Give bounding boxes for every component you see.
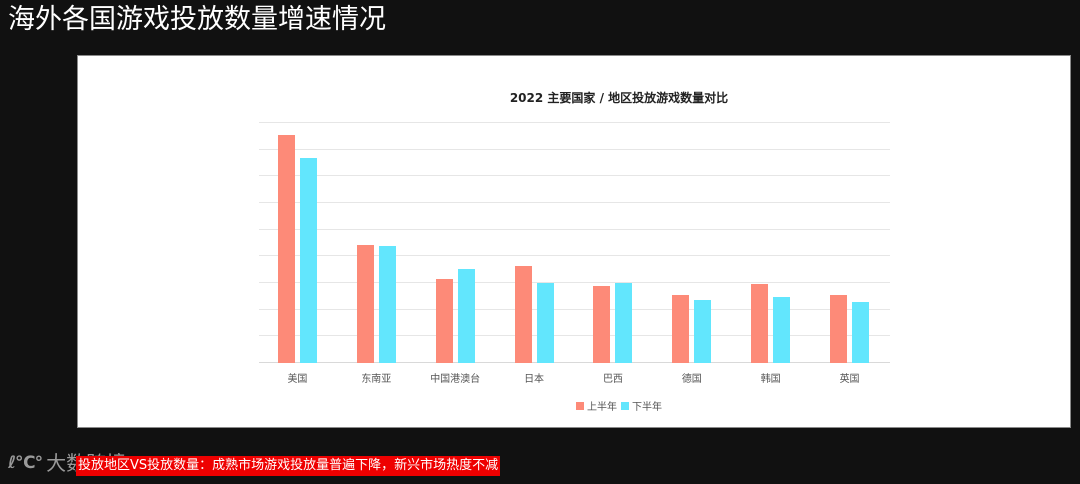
bar-first-half [751, 284, 769, 363]
x-axis-label: 德国 [681, 374, 702, 385]
bar-second-half [378, 246, 396, 363]
x-axis-baseline [259, 362, 890, 363]
gridline [259, 148, 890, 150]
x-axis-label: 日本 [524, 374, 545, 385]
caption-banner: 投放地区VS投放数量：成熟市场游戏投放量普遍下降，新兴市场热度不减 [76, 456, 501, 476]
x-axis-label: 韩国 [760, 374, 781, 385]
x-axis-label: 东南亚 [361, 374, 392, 385]
watermark-logo-icon: ℓ℃° [8, 453, 43, 473]
plot-area [259, 122, 890, 363]
legend-swatch-icon [576, 401, 584, 410]
bar-group [751, 123, 791, 363]
bar-second-half [299, 158, 317, 363]
x-axis-label: 巴西 [602, 374, 623, 385]
x-axis-label: 中国港澳台 [430, 374, 481, 385]
bar-second-half [457, 269, 475, 363]
gridline [259, 228, 890, 230]
slide-title: 海外各国游戏投放数量增速情况 [8, 4, 386, 35]
chart-legend: 上半年 下半年 [78, 398, 1070, 413]
gridline [259, 282, 890, 283]
legend-item[interactable]: 下半年 [621, 398, 662, 413]
bar-group [277, 123, 317, 363]
chart-card: 2022 主要国家 / 地区投放游戏数量对比 美国 东南亚 中国港澳台 日本 巴西 德国 韩… [77, 55, 1071, 428]
x-axis-label: 英国 [839, 374, 860, 385]
legend-swatch-icon [621, 401, 629, 410]
bar-first-half [277, 135, 295, 363]
legend-label: 下半年 [632, 402, 662, 413]
bar-group [593, 123, 633, 363]
gridline [259, 202, 890, 203]
bar-first-half [672, 295, 690, 363]
bar-first-half [435, 279, 453, 363]
legend-item[interactable]: 上半年 [576, 398, 617, 413]
bar-group [435, 123, 475, 363]
bar-second-half [694, 300, 712, 363]
x-axis-label: 美国 [287, 374, 308, 385]
bar-group [672, 123, 712, 363]
bar-group [830, 123, 870, 363]
bar-first-half [593, 286, 611, 363]
bar-second-half [536, 283, 554, 363]
bar-first-half [514, 266, 532, 363]
bar-group [356, 123, 396, 363]
bar-first-half [356, 245, 374, 363]
chart-title: 2022 主要国家 / 地区投放游戏数量对比 [509, 91, 729, 105]
bar-second-half [852, 302, 870, 363]
legend-label: 上半年 [587, 402, 617, 413]
gridline [259, 255, 890, 257]
gridline [259, 335, 890, 337]
bar-first-half [830, 295, 848, 363]
bar-group [514, 123, 554, 363]
bar-second-half [773, 297, 791, 363]
bar-second-half [615, 283, 633, 363]
gridline [259, 175, 890, 177]
gridline [259, 122, 890, 123]
gridline [259, 308, 890, 310]
